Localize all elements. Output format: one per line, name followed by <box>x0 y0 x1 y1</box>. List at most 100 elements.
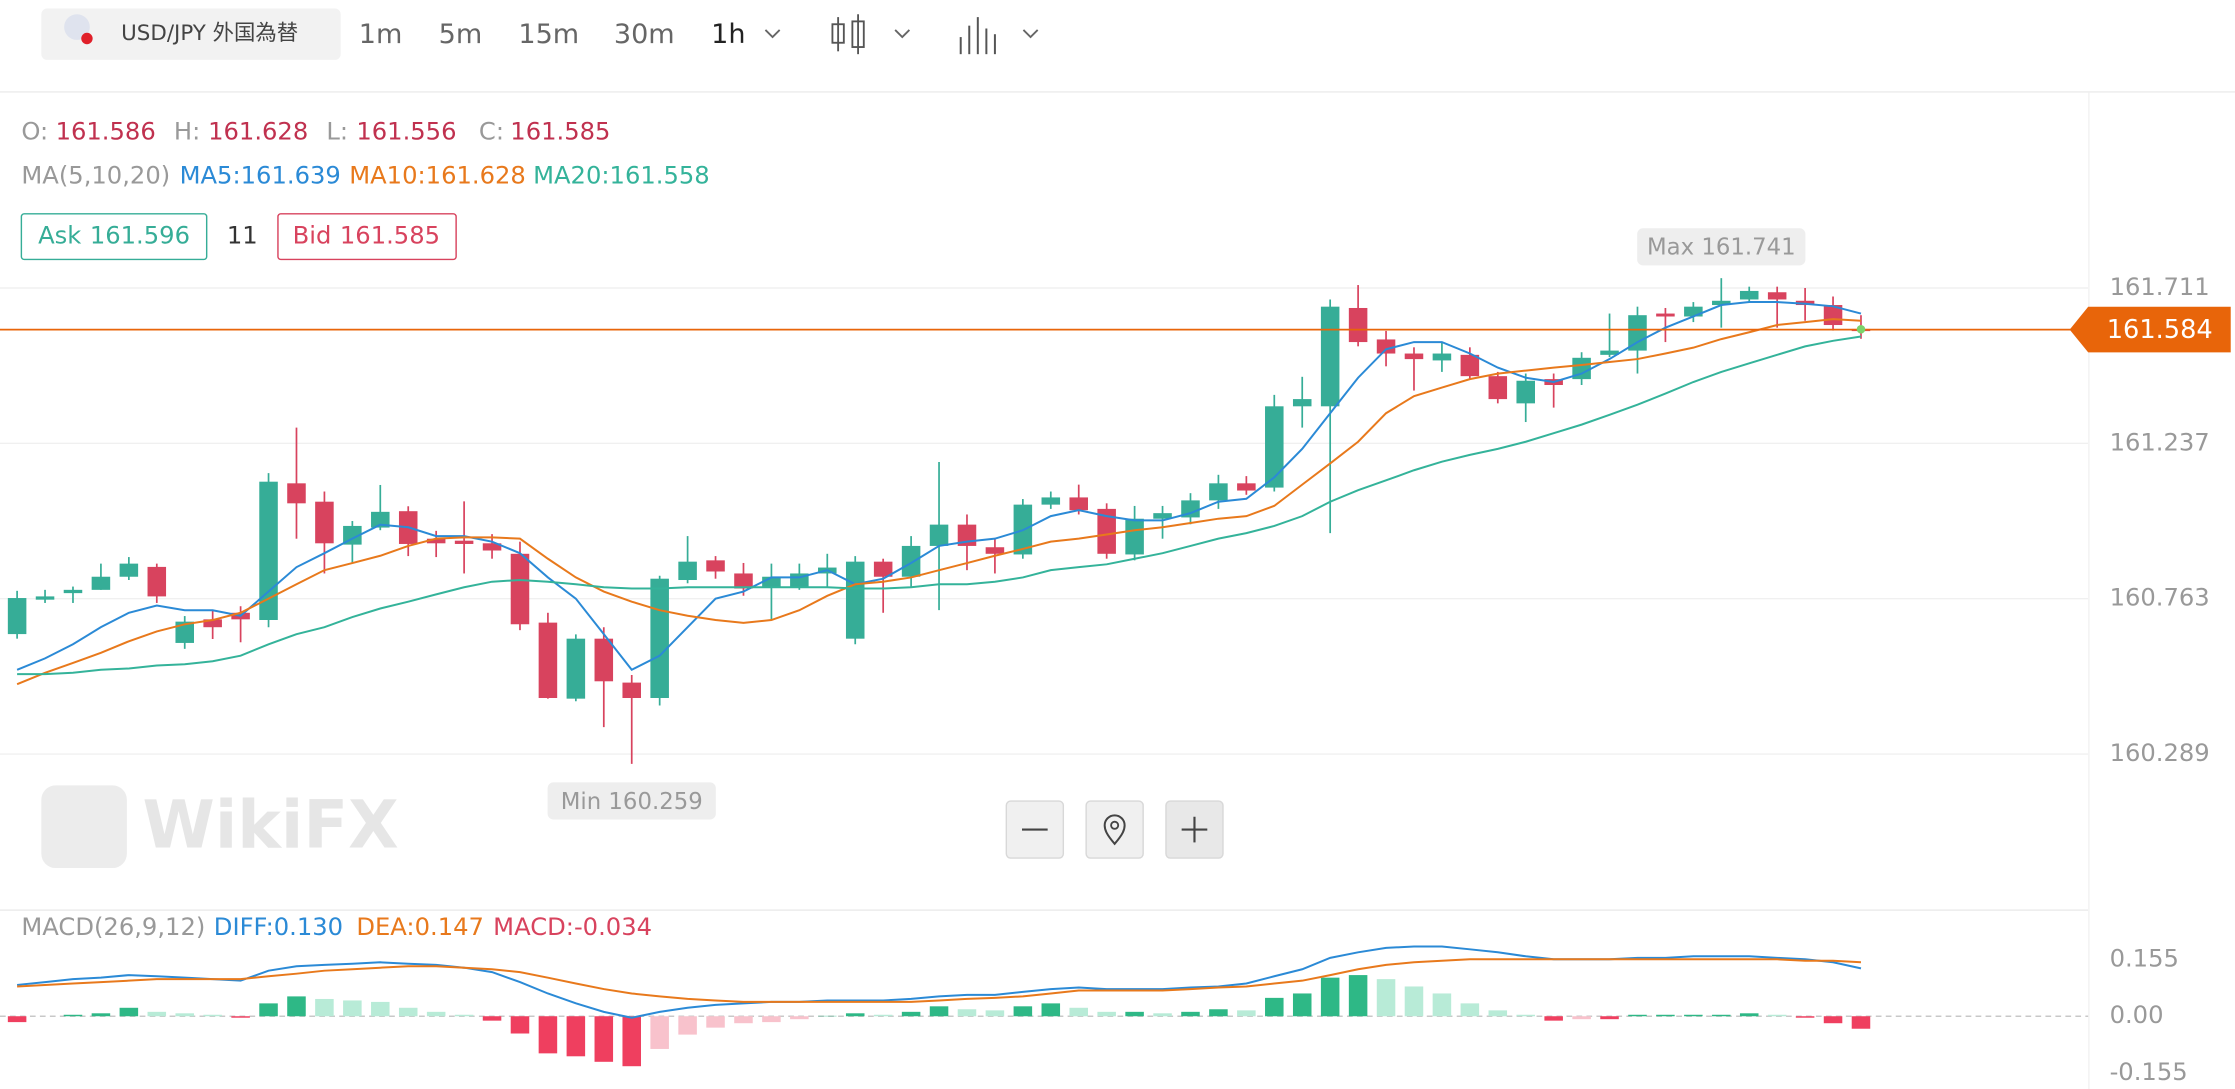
candle-body <box>259 481 278 620</box>
y-tick-label: 160.289 <box>2110 739 2210 767</box>
macd-bar <box>1684 1014 1703 1017</box>
macd-bar <box>147 1011 167 1017</box>
candle-body <box>845 561 865 639</box>
macd-bar <box>315 998 334 1017</box>
bid-label: Bid <box>293 222 332 250</box>
annotation-box <box>547 782 716 820</box>
ask-box[interactable] <box>20 213 208 261</box>
zoom-controls <box>1005 800 1224 859</box>
candle-body <box>7 598 27 635</box>
macd-bar <box>1320 977 1340 1017</box>
spread: 11 <box>227 222 258 250</box>
macd-bar <box>901 1011 921 1017</box>
macd-bar <box>1767 1014 1787 1017</box>
macd-bar <box>1348 975 1368 1017</box>
ma-line <box>17 335 1862 676</box>
candle-body <box>650 578 669 699</box>
ohlc-label: H: <box>174 118 200 146</box>
interval-button[interactable]: 1h <box>711 19 745 50</box>
candle-body <box>1767 292 1787 300</box>
ma-legend-value: 161.628 <box>426 162 526 190</box>
ohlc-value: 161.586 <box>56 118 156 146</box>
macd-bar <box>1181 1011 1200 1017</box>
annotation: Max 161.741 <box>1647 235 1796 261</box>
macd-bar <box>398 1007 418 1017</box>
indicator-chevron[interactable] <box>1022 29 1039 39</box>
last-price-label: 161.584 <box>2107 315 2213 345</box>
candle-body <box>762 576 781 587</box>
watermark: WikiFX <box>143 788 399 864</box>
ma-line <box>16 318 1862 686</box>
macd-bar <box>734 1016 753 1024</box>
macd-line <box>17 958 1862 1003</box>
macd-bar <box>119 1007 139 1017</box>
interval-button[interactable]: 5m <box>439 19 483 50</box>
macd-bar <box>1265 997 1284 1017</box>
ma-legend-value: 161.639 <box>241 162 341 190</box>
candle-body <box>1712 300 1731 306</box>
macd-bar <box>538 1016 558 1054</box>
ask-text: Ask 161.596 <box>38 222 190 250</box>
candle-body <box>371 511 390 528</box>
candle-body <box>1041 497 1061 505</box>
macd-bar <box>1432 993 1452 1017</box>
candle-body <box>538 622 558 699</box>
macd-bar <box>1097 1011 1116 1017</box>
macd-bar <box>1516 1014 1535 1017</box>
chart-type-chevron[interactable] <box>894 29 911 39</box>
macd-bar <box>1460 1003 1480 1017</box>
candle-body <box>1404 353 1424 360</box>
indicator-icon[interactable] <box>959 17 996 55</box>
interval-button[interactable]: 15m <box>518 19 579 50</box>
candle-body <box>1656 313 1675 317</box>
interval-button[interactable]: 30m <box>614 19 675 50</box>
macd-bar <box>1628 1014 1647 1017</box>
reset-icon-dot <box>1110 820 1120 830</box>
macd-bar <box>1125 1011 1144 1017</box>
macd-bar <box>762 1016 781 1023</box>
candle-body <box>1684 306 1703 317</box>
bid-box[interactable] <box>277 213 457 261</box>
candle-body <box>1348 307 1368 343</box>
candle-body <box>734 573 753 589</box>
macd-bar <box>1823 1016 1843 1024</box>
macd-bar <box>929 1006 949 1017</box>
macd-bar <box>1041 1003 1061 1017</box>
candle-body <box>1376 339 1396 354</box>
symbol-name[interactable]: USD/JPY 外国為替 <box>121 21 298 46</box>
candle-body <box>203 619 222 628</box>
candle-body <box>873 561 893 577</box>
macd-bar <box>1600 1016 1619 1020</box>
y-tick-label: -0.155 <box>2110 1058 2188 1086</box>
macd-bar <box>1795 1016 1815 1018</box>
macd-bar <box>790 1016 809 1020</box>
macd-bar <box>873 1014 893 1017</box>
candle-body <box>1209 483 1228 501</box>
macd-bar <box>1712 1014 1731 1017</box>
ask-value: 161.596 <box>90 222 190 250</box>
watermark-logo <box>41 785 127 869</box>
macd-bar <box>510 1016 530 1034</box>
candle-body <box>287 483 306 504</box>
candle-body <box>678 561 697 581</box>
macd-bar <box>678 1016 697 1035</box>
candle-body <box>1739 290 1759 300</box>
macd-legend-value: 0.147 <box>415 913 484 941</box>
symbol-button[interactable] <box>41 8 341 60</box>
macd-legend-value: 0.130 <box>274 913 343 941</box>
macd-bar <box>566 1016 586 1057</box>
last-price-tag <box>2069 306 2231 353</box>
macd-bar <box>1572 1016 1591 1020</box>
interval-chevron[interactable] <box>764 29 781 39</box>
macd-bar <box>650 1016 669 1049</box>
interval-button[interactable]: 1m <box>359 19 403 50</box>
macd-bar <box>426 1011 446 1017</box>
ohlc-value: 161.585 <box>510 118 610 146</box>
macd-bar <box>454 1014 474 1017</box>
candle-body <box>1600 350 1619 355</box>
ask-label: Ask <box>38 222 81 250</box>
chart-type-icon[interactable] <box>831 14 865 55</box>
candle-body <box>1069 497 1088 511</box>
candle-body <box>1237 483 1256 491</box>
